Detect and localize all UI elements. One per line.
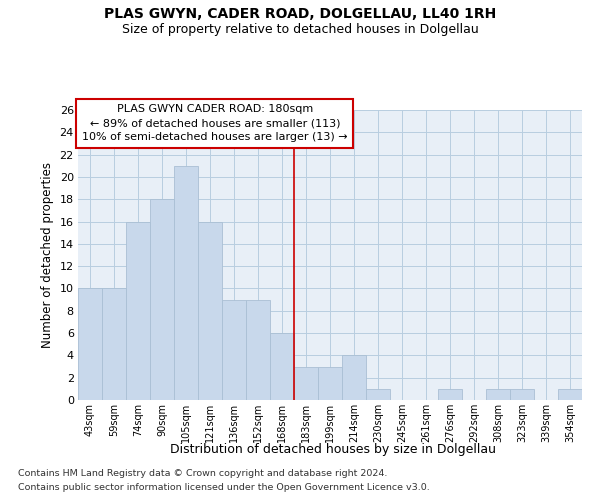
Bar [198, 222, 222, 400]
Text: PLAS GWYN CADER ROAD: 180sqm
← 89% of detached houses are smaller (113)
10% of s: PLAS GWYN CADER ROAD: 180sqm ← 89% of de… [82, 104, 347, 142]
Bar [342, 356, 366, 400]
Bar [318, 366, 342, 400]
Bar [150, 199, 174, 400]
Bar [438, 389, 462, 400]
Bar [174, 166, 198, 400]
Bar [78, 288, 102, 400]
Text: Contains public sector information licensed under the Open Government Licence v3: Contains public sector information licen… [18, 484, 430, 492]
Bar [510, 389, 534, 400]
Bar [558, 389, 582, 400]
Y-axis label: Number of detached properties: Number of detached properties [41, 162, 54, 348]
Text: Distribution of detached houses by size in Dolgellau: Distribution of detached houses by size … [170, 442, 496, 456]
Text: Size of property relative to detached houses in Dolgellau: Size of property relative to detached ho… [122, 22, 478, 36]
Bar [270, 333, 294, 400]
Bar [246, 300, 270, 400]
Bar [222, 300, 246, 400]
Bar [366, 389, 390, 400]
Bar [486, 389, 510, 400]
Bar [126, 222, 150, 400]
Bar [102, 288, 126, 400]
Bar [294, 366, 318, 400]
Text: Contains HM Land Registry data © Crown copyright and database right 2024.: Contains HM Land Registry data © Crown c… [18, 468, 388, 477]
Text: PLAS GWYN, CADER ROAD, DOLGELLAU, LL40 1RH: PLAS GWYN, CADER ROAD, DOLGELLAU, LL40 1… [104, 8, 496, 22]
